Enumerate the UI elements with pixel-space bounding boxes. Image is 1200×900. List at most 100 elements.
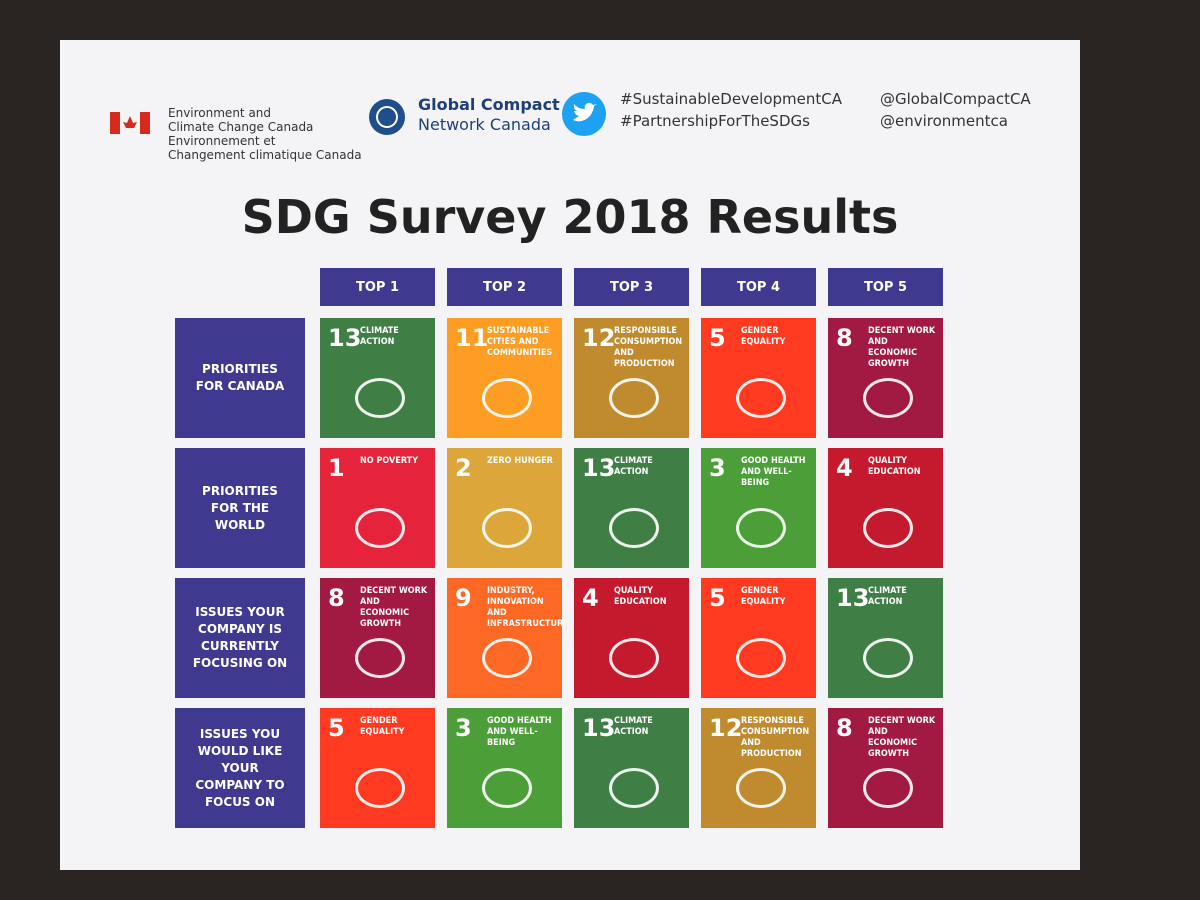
sdg-icon [482, 768, 532, 808]
sdg-label: QUALITY EDUCATION [868, 456, 921, 477]
sdg-icon [736, 378, 786, 418]
slide-title: SDG Survey 2018 Results [241, 190, 899, 244]
sdg-label: DECENT WORK AND ECONOMIC GROWTH [868, 716, 936, 759]
column-header: TOP 3 [574, 268, 689, 306]
sdg-number: 12 [582, 324, 616, 352]
column-header: TOP 1 [320, 268, 435, 306]
sdg-tile: 8 DECENT WORK AND ECONOMIC GROWTH [828, 318, 943, 438]
sdg-number: 3 [455, 714, 472, 742]
sdg-icon [736, 768, 786, 808]
sdg-number: 11 [455, 324, 489, 352]
sdg-icon [355, 508, 405, 548]
sdg-tile: 8 DECENT WORK AND ECONOMIC GROWTH [828, 708, 943, 828]
sdg-icon [863, 638, 913, 678]
sdg-icon [736, 508, 786, 548]
sdg-icon [609, 378, 659, 418]
sdg-number: 3 [709, 454, 726, 482]
column-header: TOP 2 [447, 268, 562, 306]
hashtag: #SustainableDevelopmentCA [620, 90, 842, 108]
sdg-number: 2 [455, 454, 472, 482]
sdg-label: NO POVERTY [360, 456, 419, 466]
sdg-number: 8 [836, 324, 853, 352]
slide: Environment and Climate Change Canada En… [60, 40, 1080, 870]
sdg-label: RESPONSIBLE CONSUMPTION AND PRODUCTION [614, 326, 683, 369]
sdg-number: 8 [836, 714, 853, 742]
sdg-icon [482, 378, 532, 418]
sdg-icon [609, 508, 659, 548]
sdg-tile: 3 GOOD HEALTH AND WELL-BEING [701, 448, 816, 568]
sdg-label: GOOD HEALTH AND WELL-BEING [741, 456, 806, 488]
sdg-number: 4 [582, 584, 599, 612]
sdg-number: 8 [328, 584, 345, 612]
sdg-label: CLIMATE ACTION [360, 326, 399, 347]
sdg-tile: 11 SUSTAINABLE CITIES AND COMMUNITIES [447, 318, 562, 438]
sdg-number: 13 [836, 584, 870, 612]
sdg-icon [609, 638, 659, 678]
sdg-tile: 13 CLIMATE ACTION [320, 318, 435, 438]
sdg-icon [863, 768, 913, 808]
handle: @environmentca [880, 112, 1008, 130]
hashtags: #SustainableDevelopmentCA #PartnershipFo… [620, 88, 842, 132]
row-header: PRIORITIES FOR THE WORLD [175, 448, 305, 568]
sdg-tile: 9 INDUSTRY, INNOVATION AND INFRASTRUCTURE [447, 578, 562, 698]
sdg-number: 13 [582, 454, 616, 482]
text: Environnement et [168, 134, 276, 148]
sdg-icon [863, 378, 913, 418]
text: Global Compact [418, 95, 560, 114]
un-logo [369, 99, 405, 135]
sdg-icon [355, 378, 405, 418]
sdg-label: ZERO HUNGER [487, 456, 553, 466]
sdg-number: 9 [455, 584, 472, 612]
handle: @GlobalCompactCA [880, 90, 1031, 108]
sdg-label: CLIMATE ACTION [868, 586, 907, 607]
sdg-tile: 1 NO POVERTY [320, 448, 435, 568]
sdg-number: 13 [328, 324, 362, 352]
sdg-tile: 12 RESPONSIBLE CONSUMPTION AND PRODUCTION [701, 708, 816, 828]
sdg-label: GENDER EQUALITY [741, 326, 786, 347]
sdg-tile: 5 GENDER EQUALITY [320, 708, 435, 828]
sdg-tile: 2 ZERO HUNGER [447, 448, 562, 568]
sdg-label: GOOD HEALTH AND WELL-BEING [487, 716, 552, 748]
sdg-icon [736, 638, 786, 678]
sdg-icon [482, 508, 532, 548]
twitter-logo [562, 92, 606, 136]
sdg-label: INDUSTRY, INNOVATION AND INFRASTRUCTURE [487, 586, 562, 629]
row-header: PRIORITIES FOR CANADA [175, 318, 305, 438]
text: Environment and [168, 106, 272, 120]
sdg-number: 12 [709, 714, 743, 742]
sdg-number: 1 [328, 454, 345, 482]
sdg-tile: 13 CLIMATE ACTION [828, 578, 943, 698]
sdg-label: GENDER EQUALITY [741, 586, 786, 607]
sdg-tile: 12 RESPONSIBLE CONSUMPTION AND PRODUCTION [574, 318, 689, 438]
sdg-label: DECENT WORK AND ECONOMIC GROWTH [360, 586, 428, 629]
sdg-label: CLIMATE ACTION [614, 456, 653, 477]
sdg-label: SUSTAINABLE CITIES AND COMMUNITIES [487, 326, 553, 358]
text: Network Canada [418, 115, 551, 134]
sdg-icon [355, 768, 405, 808]
sdg-tile: 5 GENDER EQUALITY [701, 318, 816, 438]
sdg-tile: 5 GENDER EQUALITY [701, 578, 816, 698]
sdg-tile: 13 CLIMATE ACTION [574, 448, 689, 568]
sdg-tile: 4 QUALITY EDUCATION [574, 578, 689, 698]
sdg-number: 5 [328, 714, 345, 742]
sdg-label: DECENT WORK AND ECONOMIC GROWTH [868, 326, 936, 369]
sdg-number: 13 [582, 714, 616, 742]
sdg-icon [355, 638, 405, 678]
sdg-label: CLIMATE ACTION [614, 716, 653, 737]
row-header: ISSUES YOU WOULD LIKE YOUR COMPANY TO FO… [175, 708, 305, 828]
sdg-number: 5 [709, 324, 726, 352]
sdg-tile: 13 CLIMATE ACTION [574, 708, 689, 828]
government-name: Environment and Climate Change Canada En… [168, 106, 362, 162]
hashtag: #PartnershipForTheSDGs [620, 112, 810, 130]
column-header: TOP 5 [828, 268, 943, 306]
column-header: TOP 4 [701, 268, 816, 306]
partner-name: Global Compact Network Canada [418, 95, 560, 135]
row-header: ISSUES YOUR COMPANY IS CURRENTLY FOCUSIN… [175, 578, 305, 698]
sdg-label: QUALITY EDUCATION [614, 586, 667, 607]
sdg-number: 5 [709, 584, 726, 612]
sdg-icon [482, 638, 532, 678]
sdg-tile: 8 DECENT WORK AND ECONOMIC GROWTH [320, 578, 435, 698]
sdg-label: GENDER EQUALITY [360, 716, 405, 737]
sdg-label: RESPONSIBLE CONSUMPTION AND PRODUCTION [741, 716, 810, 759]
